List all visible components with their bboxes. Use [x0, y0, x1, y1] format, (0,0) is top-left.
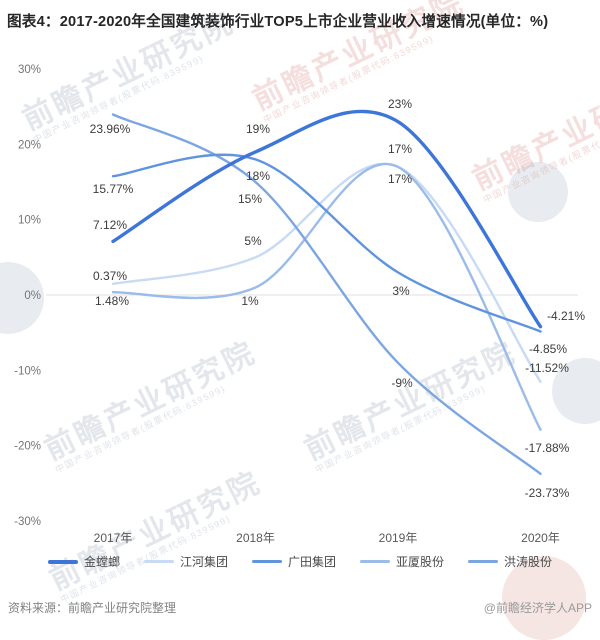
data-label: 1% [241, 294, 259, 308]
y-axis-tick: 10% [18, 215, 41, 227]
legend-swatch [360, 560, 390, 563]
legend-swatch [468, 560, 499, 563]
legend-label: 亚厦股份 [396, 555, 445, 569]
legend-item-1: 江河集团 [143, 553, 228, 570]
series-line-4 [111, 113, 542, 475]
legend-item-2: 广田集团 [251, 553, 336, 570]
data-label: 17% [388, 142, 412, 156]
series-line-0 [111, 109, 543, 329]
legend-swatch [251, 560, 282, 563]
data-label: 0.37% [93, 269, 127, 283]
data-label: 17% [388, 172, 412, 186]
chart-title: 图表4：2017-2020年全国建筑装饰行业TOP5上市企业营业收入增速情况(单… [7, 14, 549, 30]
data-label: 5% [244, 234, 262, 248]
legend-item-0: 金螳螂 [47, 553, 120, 570]
legend-swatch [143, 560, 174, 563]
data-label: -17.88% [525, 441, 570, 455]
data-label: 15% [238, 192, 262, 206]
data-label: -4.85% [529, 342, 567, 356]
chart-legend: 金螳螂 江河集团 广田集团 亚厦股份 洪涛股份 [0, 553, 600, 570]
chart-footer: 资料来源：前瞻产业研究院整理 @前瞻经济学人APP [8, 599, 592, 616]
data-label: 23% [388, 97, 412, 111]
x-axis-label: 2019年 [379, 531, 418, 545]
legend-item-3: 亚厦股份 [360, 553, 444, 570]
y-axis-tick: -30% [14, 516, 41, 528]
y-axis-tick: 20% [18, 139, 41, 151]
data-label: 3% [392, 284, 410, 298]
data-label: 1.48% [95, 294, 129, 308]
series-line-3 [111, 162, 542, 431]
legend-label: 金螳螂 [83, 555, 120, 569]
data-label: 23.96% [90, 122, 131, 136]
legend-label: 江河集团 [179, 555, 228, 569]
data-label: 18% [246, 169, 270, 183]
y-axis-tick: -20% [14, 441, 41, 453]
source-note: 资料来源：前瞻产业研究院整理 [8, 601, 177, 615]
x-axis-label: 2020年 [521, 531, 560, 545]
legend-label: 广田集团 [287, 555, 336, 569]
x-axis-label: 2017年 [94, 531, 133, 545]
data-label: 19% [246, 122, 270, 136]
data-label: -9% [391, 376, 413, 390]
y-axis-tick: 0% [24, 290, 41, 302]
data-label: -4.21% [547, 309, 585, 323]
line-chart: 30% 20% 10% 0% -10% -20% -30% 2017年 2018年 2019年 20… [14, 64, 585, 545]
data-label: 7.12% [93, 218, 127, 232]
x-axis-label: 2018年 [236, 531, 275, 545]
y-axis-tick: 30% [18, 64, 41, 76]
data-label: 15.77% [93, 182, 134, 196]
legend-item-4: 洪涛股份 [468, 553, 552, 570]
credit-note: @前瞻经济学人APP [483, 601, 592, 615]
data-label: -11.52% [525, 361, 569, 375]
legend-label: 洪涛股份 [504, 555, 553, 569]
data-label: -23.73% [525, 486, 570, 500]
legend-swatch [47, 559, 78, 564]
y-axis-tick: -10% [14, 365, 41, 377]
series-line-2 [111, 153, 542, 333]
series-line-1 [111, 162, 542, 383]
